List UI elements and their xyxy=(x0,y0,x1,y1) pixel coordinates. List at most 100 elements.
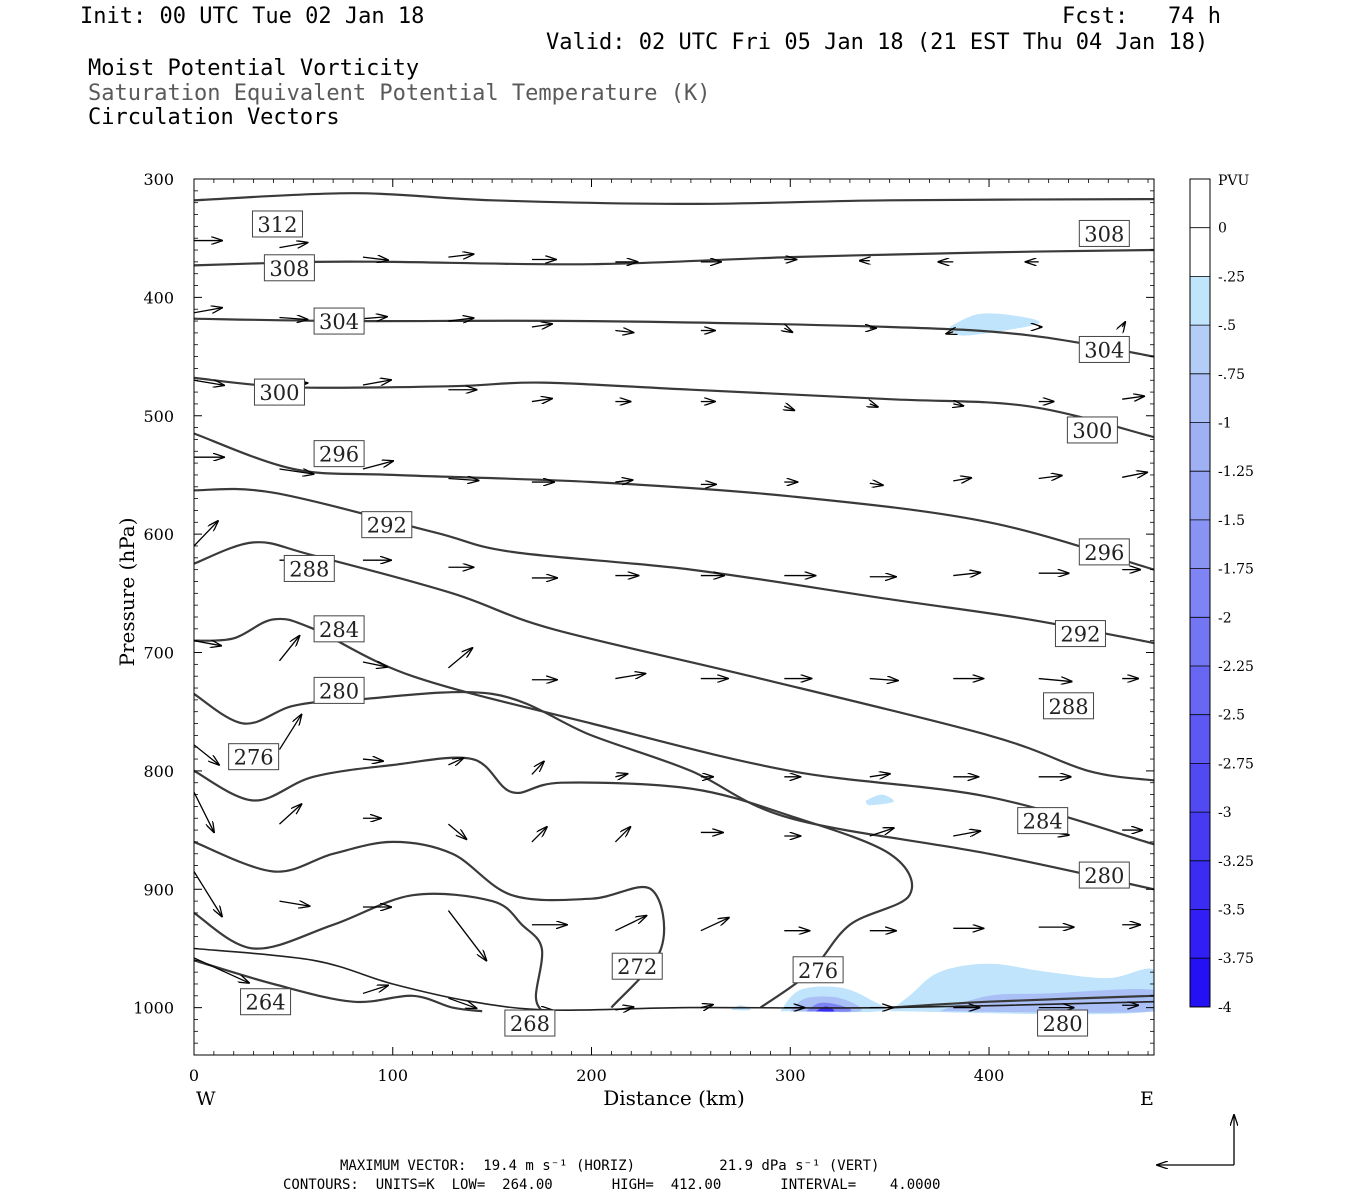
colorbar-label: -3 xyxy=(1218,805,1232,821)
colorbar-label: -4 xyxy=(1218,1000,1232,1016)
svg-text:292: 292 xyxy=(1060,623,1100,647)
svg-text:272: 272 xyxy=(617,955,657,979)
y-tick-label: 300 xyxy=(143,170,174,189)
circulation-vector-13 xyxy=(362,317,387,319)
contour-info-note: CONTOURS: UNITS=K LOW= 264.00 HIGH= 412.… xyxy=(283,1177,941,1193)
colorbar-swatch xyxy=(1190,373,1210,423)
circulation-vector-85 xyxy=(447,823,466,839)
contour-label-308-0: 308 xyxy=(263,254,315,282)
circulation-vector-99 xyxy=(615,916,646,932)
circulation-vector-107 xyxy=(362,985,388,995)
contour-312-0 xyxy=(194,192,1154,206)
y-tick-label: 500 xyxy=(143,407,174,426)
contour-label-300-0: 300 xyxy=(253,378,305,406)
circulation-vector-23 xyxy=(194,380,224,385)
colorbar-label: -1.75 xyxy=(1218,562,1254,578)
circulation-vector-45 xyxy=(1038,475,1062,478)
circulation-vector-14 xyxy=(448,318,473,321)
svg-text:280: 280 xyxy=(1043,1012,1083,1036)
x-axis-title: Distance (km) xyxy=(603,1086,745,1110)
axes-layer: 300 400 500 600 700 800 900 1000 0 100 200 300 400 Di… xyxy=(115,170,1154,1110)
contour-label-268-0: 268 xyxy=(504,1009,556,1037)
colorbar-swatch xyxy=(1190,179,1210,228)
circulation-vector-3 xyxy=(448,254,473,257)
colorbar-swatch xyxy=(1190,666,1210,715)
colorbar-swatch xyxy=(1190,519,1210,569)
circulation-vector-69 xyxy=(1038,679,1072,682)
colorbar: PVU 0 -.25 -.5 -.75 -1 -1.25 -1.5 -1.75 -2 -2.25 -2… xyxy=(1189,173,1254,1016)
circulation-vector-30 xyxy=(784,406,794,410)
svg-text:264: 264 xyxy=(246,991,286,1015)
colorbar-swatch xyxy=(1190,909,1210,959)
circulation-vector-15 xyxy=(531,324,552,327)
colorbar-label: -3.25 xyxy=(1218,854,1254,870)
x-tick-label: 200 xyxy=(576,1066,607,1085)
contour-280-13 xyxy=(889,994,1154,1009)
svg-text:292: 292 xyxy=(367,514,407,538)
contour-292-5 xyxy=(194,487,1154,645)
circulation-vector-73 xyxy=(362,759,383,761)
contour-300-3 xyxy=(194,376,1154,439)
circulation-vector-31 xyxy=(870,404,878,407)
contour-label-264-0: 264 xyxy=(240,988,292,1016)
x-tick-label: 0 xyxy=(189,1066,199,1085)
contour-284-7 xyxy=(194,617,1154,846)
circulation-vector-97 xyxy=(447,910,486,961)
circulation-vector-82 xyxy=(194,791,214,832)
colorbar-swatch xyxy=(1190,617,1210,666)
contour-272-10 xyxy=(194,840,666,1009)
circulation-vector-108 xyxy=(448,997,476,1008)
colorbar-label: -3.75 xyxy=(1218,951,1254,967)
colorbar-label: -1.5 xyxy=(1218,513,1245,529)
circulation-vector-20 xyxy=(946,332,953,334)
circulation-vector-86 xyxy=(531,827,547,843)
circulation-vector-83 xyxy=(279,804,301,825)
circulation-vector-71 xyxy=(194,744,219,765)
circulation-vector-61 xyxy=(362,662,387,667)
colorbar-label: -1 xyxy=(1218,416,1232,432)
colorbar-label: -2.25 xyxy=(1218,659,1254,675)
colorbar-label: -.75 xyxy=(1218,367,1245,383)
circulation-vector-106 xyxy=(194,957,249,983)
y-tick-label: 800 xyxy=(143,762,174,781)
contour-288-6 xyxy=(194,541,1154,782)
circulation-vector-94 xyxy=(194,871,222,917)
colorbar-swatch xyxy=(1190,276,1210,326)
contour-label-280-0: 280 xyxy=(1037,1009,1089,1037)
circulation-vector-12 xyxy=(279,318,307,320)
circulation-vector-38 xyxy=(448,478,478,480)
west-label: W xyxy=(196,1088,216,1110)
colorbar-swatch xyxy=(1190,812,1210,861)
field-label-thetaes: Saturation Equivalent Potential Temperat… xyxy=(88,81,711,106)
y-tick-label: 600 xyxy=(143,525,174,544)
contour-label-layer: 312 308 308 304 304 300 300 296 296 292 292 288 288 2… xyxy=(228,210,1130,1037)
colorbar-swatch xyxy=(1190,568,1210,618)
contour-label-308-1: 308 xyxy=(1078,219,1130,247)
svg-text:296: 296 xyxy=(1084,541,1124,565)
init-time: Init: 00 UTC Tue 02 Jan 18 xyxy=(80,4,425,29)
colorbar-swatch xyxy=(1190,471,1210,520)
contour-label-292-1: 292 xyxy=(1054,620,1106,648)
reference-vector-icon xyxy=(1157,1115,1234,1165)
contour-label-280-1: 280 xyxy=(1078,861,1130,889)
circulation-vector-79 xyxy=(869,774,890,777)
colorbar-swatch xyxy=(1190,325,1210,374)
contour-label-296-1: 296 xyxy=(1078,538,1130,566)
svg-text:280: 280 xyxy=(1084,864,1124,888)
field-label-vectors: Circulation Vectors xyxy=(88,105,340,130)
y-tick-label: 700 xyxy=(143,644,174,663)
y-tick-label: 900 xyxy=(143,880,174,899)
circulation-vector-11 xyxy=(194,308,222,313)
circulation-vector-43 xyxy=(869,483,883,485)
circulation-vector-16 xyxy=(615,331,633,333)
circulation-vector-100 xyxy=(700,918,729,932)
svg-text:308: 308 xyxy=(1084,222,1124,246)
theta-es-contour-layer xyxy=(194,192,1154,1013)
circulation-vector-62 xyxy=(447,648,472,669)
circulation-vector-2 xyxy=(362,257,388,260)
x-tick-label: 100 xyxy=(377,1066,408,1085)
contour-268-11 xyxy=(194,892,544,1012)
contour-label-272-0: 272 xyxy=(611,952,663,980)
svg-text:308: 308 xyxy=(269,257,309,281)
colorbar-swatch xyxy=(1190,227,1210,277)
